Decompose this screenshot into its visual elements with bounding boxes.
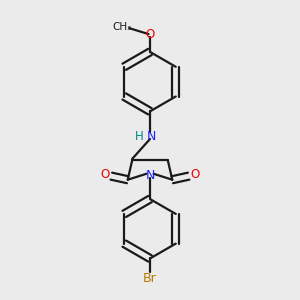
Text: CH₃: CH₃ bbox=[112, 22, 131, 32]
Text: O: O bbox=[190, 168, 199, 181]
Text: H: H bbox=[135, 130, 144, 143]
Text: O: O bbox=[101, 168, 110, 181]
Text: Br: Br bbox=[143, 272, 157, 285]
Text: N: N bbox=[147, 130, 156, 143]
Text: O: O bbox=[146, 28, 154, 40]
Text: N: N bbox=[145, 169, 155, 182]
